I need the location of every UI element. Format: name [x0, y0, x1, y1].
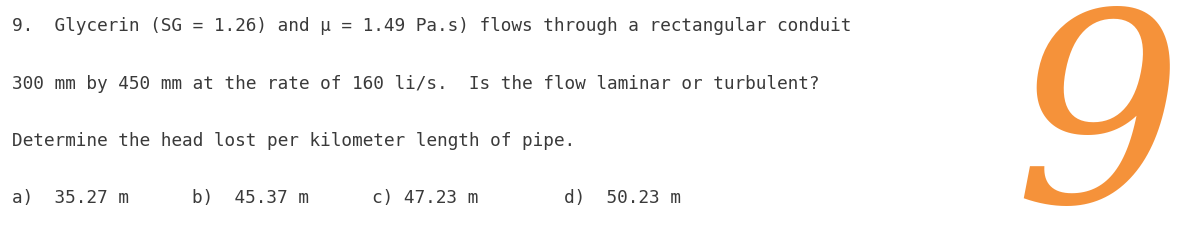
- Text: Determine the head lost per kilometer length of pipe.: Determine the head lost per kilometer le…: [12, 132, 575, 150]
- Text: d)  50.23 m: d) 50.23 m: [564, 189, 680, 207]
- Text: a)  35.27 m: a) 35.27 m: [12, 189, 128, 207]
- Text: 9.  Glycerin (SG = 1.26) and μ = 1.49 Pa.s) flows through a rectangular conduit: 9. Glycerin (SG = 1.26) and μ = 1.49 Pa.…: [12, 17, 851, 35]
- Text: b)  45.37 m: b) 45.37 m: [192, 189, 308, 207]
- Text: 300 mm by 450 mm at the rate of 160 li/s.  Is the flow laminar or turbulent?: 300 mm by 450 mm at the rate of 160 li/s…: [12, 75, 820, 93]
- Text: 9: 9: [1014, 1, 1182, 249]
- Text: c) 47.23 m: c) 47.23 m: [372, 189, 479, 207]
